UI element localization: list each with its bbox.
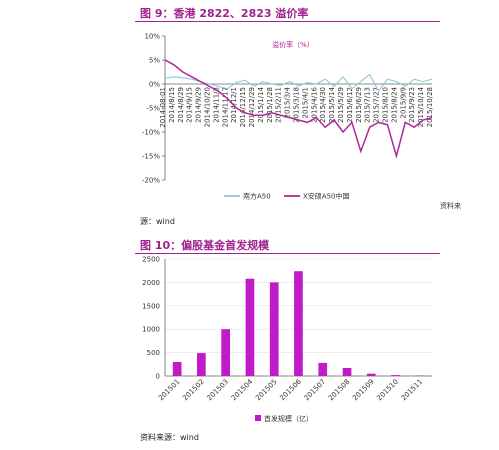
bar <box>269 282 279 376</box>
y-tick-label: -15% <box>142 153 160 161</box>
x-tick-label: 2015/4/1 <box>301 87 309 118</box>
x-tick-label: 201502 <box>181 378 206 403</box>
x-tick-label: 2014/8/29 <box>177 87 185 123</box>
y-tick-label: 2500 <box>142 256 160 264</box>
y-tick-label: 2000 <box>142 279 160 287</box>
side-note: 资料来 <box>440 202 461 210</box>
x-tick-label: 2015/6/12 <box>346 87 354 123</box>
x-tick-label: 2015/5/29 <box>337 87 345 123</box>
x-tick-label: 2014/9/15 <box>186 87 194 123</box>
y-tick-label: 1000 <box>142 326 160 334</box>
figure-9-source: 源：wind <box>140 217 175 226</box>
x-tick-label: 2014/11/17 <box>221 87 229 127</box>
y-tick-label: 5% <box>149 57 160 65</box>
x-tick-label: 2015/8/10 <box>382 87 390 123</box>
x-tick-label: 2015/10/14 <box>417 86 425 127</box>
figure-10-title: 图 10：偏股基金首发规模 <box>140 239 270 252</box>
y-tick-label: 500 <box>147 349 160 357</box>
x-tick-label: 2015/1/14 <box>257 86 265 122</box>
legend-swatch <box>255 415 261 421</box>
figure-10-source: 资料来源：wind <box>140 433 199 442</box>
x-tick-label: 201505 <box>254 378 279 403</box>
legend-label-2: X安硕A50中国 <box>303 192 350 201</box>
bar <box>391 375 400 376</box>
x-tick-label: 2015/1/28 <box>266 87 274 123</box>
x-tick-label: 2015/10/28 <box>426 87 434 127</box>
y-tick-label: 10% <box>144 33 160 41</box>
x-tick-label: 2015/6/29 <box>355 87 363 123</box>
y-tick-label: -20% <box>142 177 160 185</box>
x-tick-label: 2014/9/29 <box>195 87 203 123</box>
y-tick-label: 1500 <box>142 302 160 310</box>
x-tick-label: 2015/5/14 <box>328 86 336 122</box>
x-tick-label: 2015/2/11 <box>275 87 283 123</box>
bar <box>342 368 352 376</box>
x-tick-label: 2015/8/24 <box>390 86 398 122</box>
series-line-1 <box>164 73 433 93</box>
y-tick-label: -10% <box>142 129 160 137</box>
x-tick-label: 2015/9/23 <box>408 87 416 123</box>
x-tick-label: 201501 <box>157 378 182 403</box>
bar <box>172 362 182 376</box>
chart-annotation: 溢价率（%） <box>272 40 314 49</box>
x-tick-label: 2015/7/27 <box>373 87 381 123</box>
x-tick-label: 201510 <box>375 378 400 403</box>
x-tick-label: 201511 <box>400 378 425 403</box>
bar <box>245 278 255 376</box>
x-tick-label: 2015/4/30 <box>319 87 327 123</box>
x-tick-label: 2014/12/29 <box>248 87 256 127</box>
x-tick-label: 2015/3/4 <box>284 86 292 118</box>
figure-10-rule <box>135 253 440 254</box>
x-tick-label: 201504 <box>230 377 255 402</box>
figure-9-rule <box>135 21 440 22</box>
x-tick-label: 2014-08-01 <box>159 87 167 128</box>
x-tick-label: 201503 <box>206 378 231 403</box>
series-line-2 <box>164 59 433 159</box>
x-tick-label: 2015/3/18 <box>293 87 301 123</box>
legend-label-1: 南方A50 <box>243 192 271 201</box>
legend-label: 首发规模（亿） <box>264 414 313 423</box>
x-tick-label: 2014/11/3 <box>212 87 220 123</box>
x-tick-label: 2014/12/15 <box>239 87 247 127</box>
x-tick-label: 2015/7/13 <box>364 87 372 123</box>
bar <box>221 329 230 376</box>
bar <box>366 373 376 376</box>
x-tick-label: 2015/9/9 <box>399 87 407 118</box>
x-tick-label: 201508 <box>327 378 352 403</box>
x-tick-label: 2015/4/16 <box>310 86 318 122</box>
x-tick-label: 201507 <box>303 378 328 403</box>
bar <box>197 353 206 376</box>
x-tick-label: 201506 <box>278 377 303 402</box>
y-tick-label: 0 <box>156 373 160 381</box>
x-tick-label: 2014/10/20 <box>204 87 212 127</box>
y-tick-label: -5% <box>146 105 160 113</box>
x-tick-label: 2014/8/15 <box>168 87 176 123</box>
figure-9-title: 图 9：香港 2822、2823 溢价率 <box>140 7 309 20</box>
y-tick-label: 0% <box>149 81 160 89</box>
bar <box>294 271 303 376</box>
bar <box>318 362 328 376</box>
premium-rate-chart: 10% 5% 0% -5% -10% -15% -20% 2014-08-01 2014/8/1… <box>142 33 434 201</box>
bar <box>415 375 425 376</box>
x-tick-label: 201509 <box>351 378 376 403</box>
